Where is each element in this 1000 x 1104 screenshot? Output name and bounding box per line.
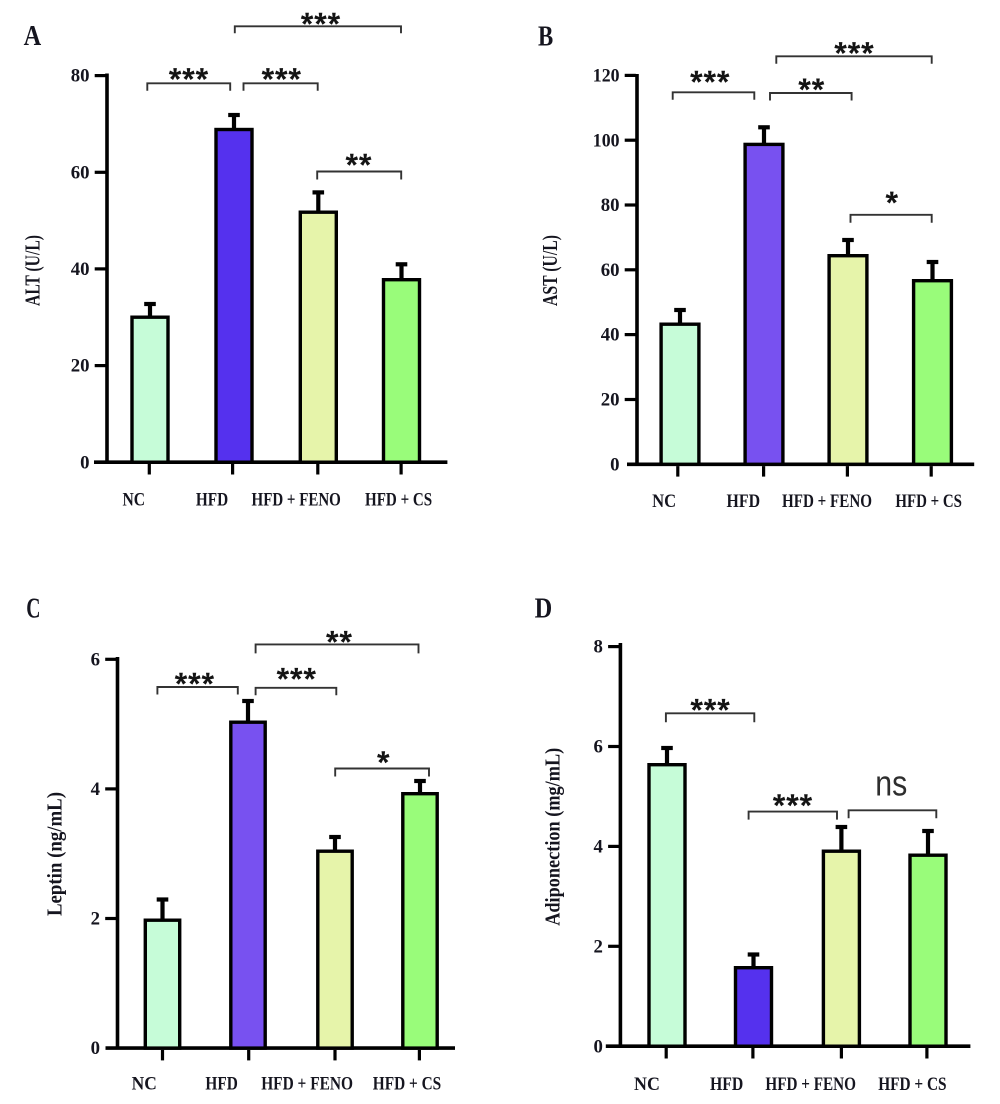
svg-text:NC: NC [652,491,676,512]
svg-text:40: 40 [71,259,90,280]
svg-text:Adiponection (mg/mL): Adiponection (mg/mL) [540,748,564,926]
svg-text:HFD + FENO: HFD + FENO [782,491,872,512]
svg-text:0: 0 [594,1036,603,1057]
svg-text:100: 100 [593,130,620,151]
svg-text:D: D [535,594,553,625]
svg-text:4: 4 [594,837,604,858]
svg-text:Leptin (ng/mL): Leptin (ng/mL) [42,792,66,916]
svg-text:80: 80 [601,195,620,216]
svg-text:4: 4 [91,779,101,800]
svg-text:HFD + CS: HFD + CS [878,1074,946,1095]
svg-text:8: 8 [594,637,603,658]
svg-text:A: A [24,21,42,52]
svg-text:HFD + FENO: HFD + FENO [765,1074,856,1095]
svg-text:B: B [538,22,553,53]
svg-text:NC: NC [132,1074,157,1095]
svg-text:HFD + CS: HFD + CS [365,490,432,511]
svg-text:NC: NC [634,1074,660,1095]
svg-text:HFD: HFD [710,1074,743,1095]
svg-text:6: 6 [91,649,100,670]
svg-text:HFD + FENO: HFD + FENO [261,1074,353,1095]
svg-text:20: 20 [601,390,620,411]
svg-text:20: 20 [71,356,90,377]
svg-text:NC: NC [123,490,146,511]
svg-text:HFD: HFD [196,490,228,511]
svg-text:HFD + CS: HFD + CS [373,1074,441,1095]
svg-text:0: 0 [80,452,89,473]
svg-text:60: 60 [71,162,90,183]
svg-text:0: 0 [91,1038,100,1059]
svg-text:HFD: HFD [205,1074,237,1095]
svg-text:ALT (U/L): ALT (U/L) [21,235,45,306]
svg-text:60: 60 [601,260,620,281]
svg-text:HFD + FENO: HFD + FENO [252,490,341,511]
svg-text:40: 40 [601,325,620,346]
svg-text:HFD: HFD [727,491,761,512]
svg-text:C: C [26,594,40,625]
svg-text:HFD + CS: HFD + CS [895,491,962,512]
svg-text:80: 80 [71,66,90,87]
svg-text:AST (U/L): AST (U/L) [538,235,562,306]
svg-text:0: 0 [610,454,619,475]
svg-text:ns: ns [875,763,907,804]
svg-text:2: 2 [91,909,100,930]
svg-text:120: 120 [593,66,620,87]
svg-text:2: 2 [594,936,603,957]
svg-text:6: 6 [594,737,603,758]
